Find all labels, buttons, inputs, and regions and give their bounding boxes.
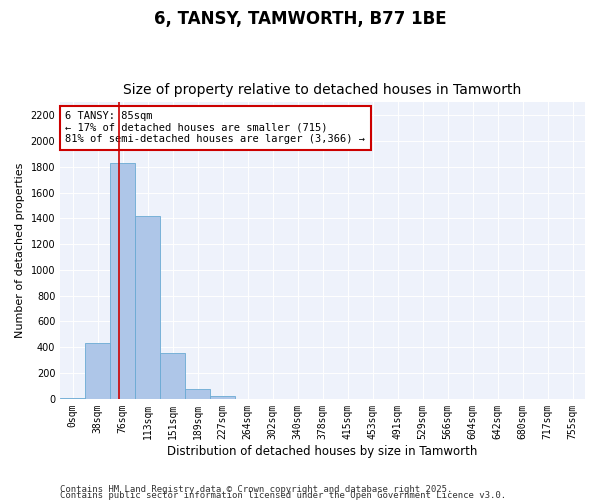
X-axis label: Distribution of detached houses by size in Tamworth: Distribution of detached houses by size … <box>167 444 478 458</box>
Bar <box>135 216 160 399</box>
Title: Size of property relative to detached houses in Tamworth: Size of property relative to detached ho… <box>124 83 522 97</box>
Bar <box>160 353 185 399</box>
Bar <box>210 396 235 399</box>
Bar <box>85 344 110 399</box>
Bar <box>185 389 210 399</box>
Text: Contains HM Land Registry data © Crown copyright and database right 2025.: Contains HM Land Registry data © Crown c… <box>60 484 452 494</box>
Y-axis label: Number of detached properties: Number of detached properties <box>15 163 25 338</box>
Text: 6 TANSY: 85sqm
← 17% of detached houses are smaller (715)
81% of semi-detached h: 6 TANSY: 85sqm ← 17% of detached houses … <box>65 111 365 144</box>
Text: 6, TANSY, TAMWORTH, B77 1BE: 6, TANSY, TAMWORTH, B77 1BE <box>154 10 446 28</box>
Bar <box>60 398 85 399</box>
Bar <box>110 163 135 399</box>
Text: Contains public sector information licensed under the Open Government Licence v3: Contains public sector information licen… <box>60 491 506 500</box>
